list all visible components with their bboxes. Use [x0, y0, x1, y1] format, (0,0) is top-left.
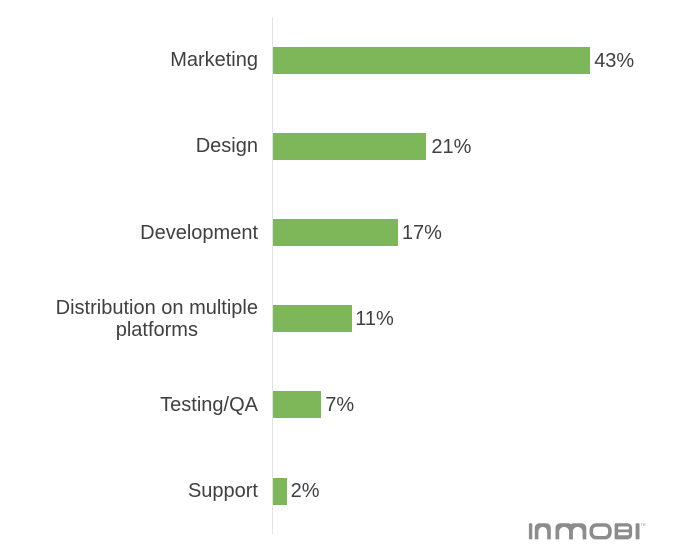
svg-text:TM: TM: [641, 523, 646, 527]
